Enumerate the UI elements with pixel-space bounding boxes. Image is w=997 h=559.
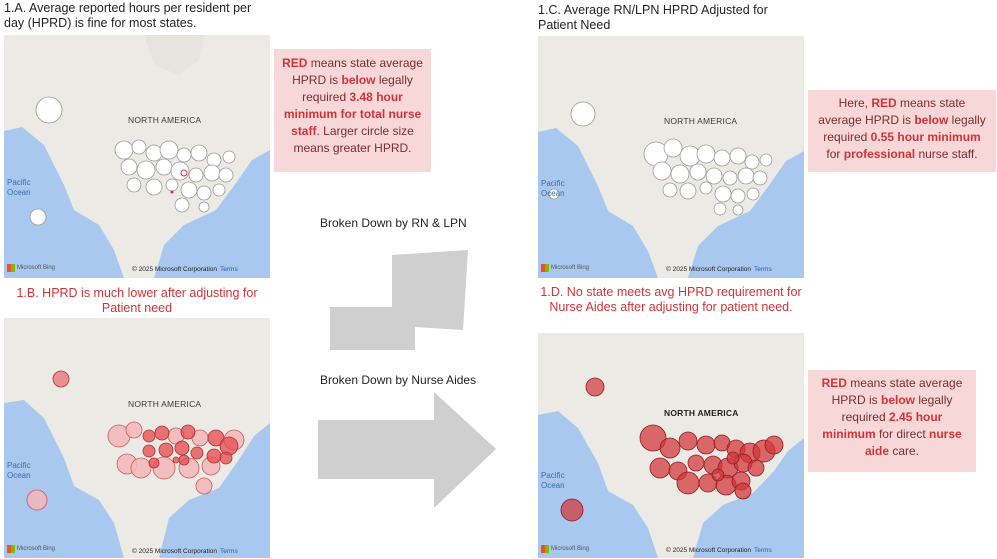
right-arrow-icon	[318, 392, 496, 508]
map-panel-c[interactable]: NORTH AMERICA Pacific Ocean Microsoft Bin…	[538, 36, 804, 278]
panel-c-title: 1.C. Average RN/LPN HPRD Adjusted for Pa…	[538, 3, 768, 32]
arrow-label-nurse-aides: Broken Down by Nurse Aides	[320, 373, 477, 387]
panel-b-title: 1.B. HPRD is much lower after adjusting …	[16, 286, 258, 315]
ocean-label: Pacific Ocean	[7, 461, 31, 480]
terms-link[interactable]: Terms	[754, 266, 772, 273]
microsoft-logo-icon	[541, 264, 549, 272]
bing-attribution: Microsoft Bing	[541, 264, 589, 272]
ocean-label: Pacific Ocean	[541, 471, 565, 490]
map-land	[4, 318, 270, 558]
bing-attribution: Microsoft Bing	[541, 545, 589, 553]
terms-link[interactable]: Terms	[220, 266, 238, 273]
map-panel-b[interactable]: NORTH AMERICA Pacific Ocean Microsoft Bin…	[4, 318, 270, 558]
map-panel-d[interactable]: NORTH AMERICA Pacific Ocean Microsoft Bin…	[538, 333, 804, 558]
ocean-label: Pacific Ocean	[541, 179, 565, 198]
terms-link[interactable]: Terms	[754, 547, 772, 554]
note-panel-d: RED means state average HPRD is below le…	[808, 370, 976, 472]
bing-attribution: Microsoft Bing	[7, 264, 55, 272]
map-region-label: NORTH AMERICA	[664, 116, 738, 126]
terms-link[interactable]: Terms	[220, 548, 238, 555]
up-right-arrow-icon	[330, 250, 468, 350]
map-copyright: © 2025 Microsoft Corporation Terms	[666, 266, 772, 273]
bing-attribution: Microsoft Bing	[7, 545, 55, 553]
map-region-label: NORTH AMERICA	[128, 115, 202, 125]
microsoft-logo-icon	[541, 545, 549, 553]
map-region-label: NORTH AMERICA	[128, 399, 202, 409]
microsoft-logo-icon	[7, 545, 15, 553]
map-region-label: NORTH AMERICA	[664, 408, 739, 418]
map-land	[538, 36, 804, 278]
arrow-label-rn-lpn: Broken Down by RN & LPN	[320, 216, 467, 230]
map-panel-a[interactable]: NORTH AMERICA Pacific Ocean Microsoft Bin…	[4, 35, 270, 278]
map-land	[4, 35, 270, 278]
map-land	[538, 333, 804, 558]
map-copyright: © 2025 Microsoft Corporation Terms	[666, 547, 772, 554]
map-copyright: © 2025 Microsoft Corporation Terms	[132, 266, 238, 273]
map-copyright: © 2025 Microsoft Corporation Terms	[132, 548, 238, 555]
ocean-label: Pacific Ocean	[7, 178, 31, 197]
note-panel-a: RED means state average HPRD is below le…	[274, 49, 431, 172]
note-panel-c: Here, RED means state average HPRD is be…	[808, 90, 996, 172]
panel-d-title: 1.D. No state meets avg HPRD requirement…	[540, 285, 802, 314]
panel-a-title: 1.A. Average reported hours per resident…	[4, 1, 252, 30]
microsoft-logo-icon	[7, 264, 15, 272]
